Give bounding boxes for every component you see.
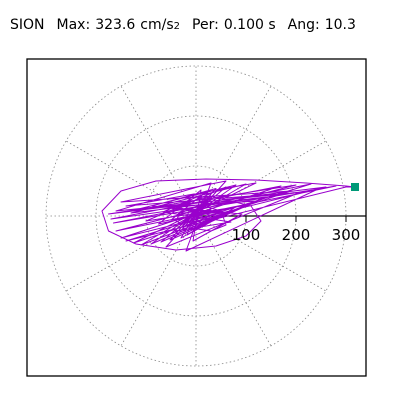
- per-value: 0.100 s: [223, 17, 276, 33]
- grid-spoke-30: [195, 140, 327, 217]
- ang-label: Ang:: [287, 17, 320, 33]
- station-name: SION: [10, 17, 45, 33]
- max-value: 323.6: [95, 17, 136, 33]
- max-label: Max:: [56, 17, 91, 33]
- grid-spoke-300: [195, 215, 272, 347]
- orbit-trace: [101, 178, 356, 252]
- per-label: Per:: [192, 17, 219, 33]
- trace-layer: [101, 178, 356, 252]
- grid-spoke-210: [65, 215, 197, 292]
- peak-marker: [351, 183, 359, 191]
- radial-tick-label-200: 200: [282, 226, 311, 244]
- grid-spoke-240: [120, 215, 197, 347]
- ang-value: 10.3: [324, 17, 356, 33]
- marker-layer: [351, 183, 359, 191]
- radial-tick-label-300: 300: [332, 226, 361, 244]
- plot-frame: [26, 58, 367, 377]
- max-unit: cm/s: [140, 17, 174, 33]
- chart-header: SION Max: 323.6 cm/s 2 Per: 0.100 s Ang: …: [10, 14, 356, 36]
- radial-tick-label-100: 100: [232, 226, 261, 244]
- tick-labels: 100 200 300: [232, 226, 361, 244]
- grid-spoke-120: [120, 85, 197, 217]
